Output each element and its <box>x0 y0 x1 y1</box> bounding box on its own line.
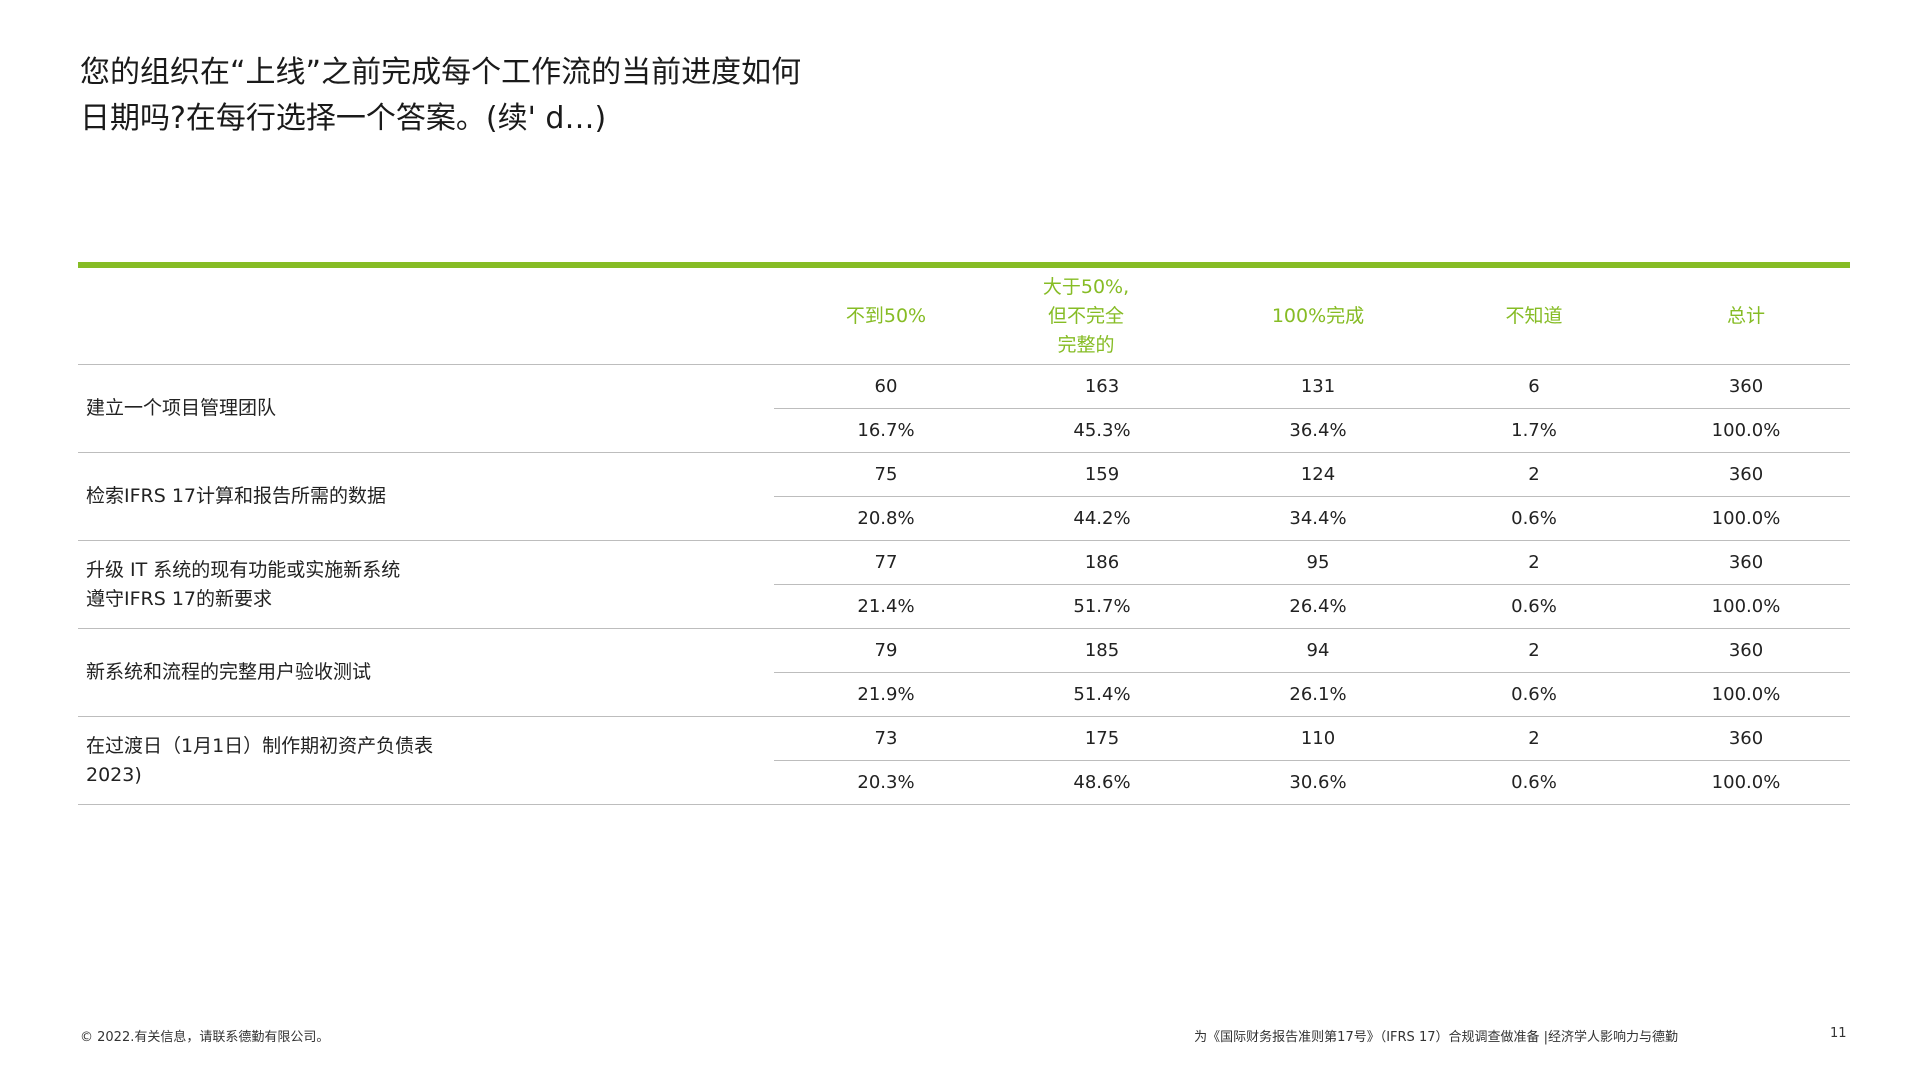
count-cell: 131 <box>1300 376 1336 397</box>
percent-cell: 44.2% <box>1073 508 1131 529</box>
row-divider <box>774 760 1850 761</box>
table-row: 新系统和流程的完整用户验收测试 79 185 94 2 360 21.9% 51… <box>78 629 1850 717</box>
percent-cell: 34.4% <box>1289 508 1347 529</box>
percent-cell: 20.8% <box>857 508 915 529</box>
row-label: 升级 IT 系统的现有功能或实施新系统 遵守IFRS 17的新要求 <box>86 541 766 628</box>
row-label-line: 建立一个项目管理团队 <box>86 397 277 419</box>
count-cell: 360 <box>1728 464 1764 485</box>
table-row: 建立一个项目管理团队 60 163 131 6 360 16.7% 45.3% … <box>78 365 1850 453</box>
count-cell: 2 <box>1528 464 1540 485</box>
percent-cell: 0.6% <box>1511 684 1557 705</box>
percent-cell: 0.6% <box>1511 772 1557 793</box>
header-more-than-50-line-2: 但不完全 <box>1047 304 1124 327</box>
percent-cell: 51.7% <box>1073 596 1131 617</box>
source-credit: 为《国际财务报告准则第17号》（IFRS 17）合规调查做准备 |经济学人影响力… <box>1194 1030 1678 1045</box>
table-header: 不到50% 大于50%, 但不完全 完整的 100%完成 不知道 总计 <box>78 268 1850 365</box>
progress-table: 不到50% 大于50%, 但不完全 完整的 100%完成 不知道 总计 建立一个… <box>78 262 1850 805</box>
row-label-line: 遵守IFRS 17的新要求 <box>86 587 273 610</box>
percent-cell: 0.6% <box>1511 596 1557 617</box>
percent-cell: 100.0% <box>1711 420 1781 441</box>
count-cell: 2 <box>1528 728 1540 749</box>
percent-cell: 1.7% <box>1511 420 1557 441</box>
percent-cell: 20.3% <box>857 772 915 793</box>
page-title: 您的组织在“上线”之前完成每个工作流的当前进度如何 日期吗?在每行选择一个答案。… <box>80 50 980 142</box>
header-dont-know: 不知道 <box>1426 268 1642 364</box>
count-cell: 94 <box>1306 640 1330 661</box>
count-cell: 2 <box>1528 640 1540 661</box>
count-cell: 2 <box>1528 552 1540 573</box>
row-divider <box>774 408 1850 409</box>
row-label-line: 检索IFRS 17计算和报告所需的数据 <box>86 485 387 507</box>
row-label-line: 升级 IT 系统的现有功能或实施新系统 <box>86 558 401 581</box>
count-cell: 6 <box>1528 376 1540 397</box>
row-label: 在过渡日（1月1日）制作期初资产负债表 2023) <box>86 717 766 804</box>
count-cell: 77 <box>874 552 898 573</box>
count-cell: 175 <box>1084 728 1120 749</box>
percent-cell: 21.9% <box>857 684 915 705</box>
count-cell: 110 <box>1300 728 1336 749</box>
percent-cell: 26.1% <box>1289 684 1347 705</box>
row-divider <box>774 496 1850 497</box>
header-less-than-50-label: 不到50% <box>845 304 927 327</box>
count-cell: 159 <box>1084 464 1120 485</box>
percent-cell: 51.4% <box>1073 684 1131 705</box>
percent-cell: 100.0% <box>1711 684 1781 705</box>
table-row: 检索IFRS 17计算和报告所需的数据 75 159 124 2 360 20.… <box>78 453 1850 541</box>
count-cell: 360 <box>1728 728 1764 749</box>
page-number: 11 <box>1830 1026 1847 1041</box>
page-title-line-2: 日期吗?在每行选择一个答案。(续' d…) <box>80 101 607 136</box>
count-cell: 163 <box>1084 376 1120 397</box>
header-complete-label: 100%完成 <box>1271 304 1365 327</box>
row-label: 新系统和流程的完整用户验收测试 <box>86 629 766 716</box>
percent-cell: 16.7% <box>857 420 915 441</box>
percent-cell: 100.0% <box>1711 596 1781 617</box>
count-cell: 360 <box>1728 376 1764 397</box>
percent-cell: 36.4% <box>1289 420 1347 441</box>
table-row: 升级 IT 系统的现有功能或实施新系统 遵守IFRS 17的新要求 77 186… <box>78 541 1850 629</box>
count-cell: 360 <box>1728 640 1764 661</box>
header-total: 总计 <box>1638 268 1854 364</box>
row-divider <box>774 672 1850 673</box>
percent-cell: 100.0% <box>1711 772 1781 793</box>
percent-cell: 21.4% <box>857 596 915 617</box>
count-cell: 79 <box>874 640 898 661</box>
count-cell: 360 <box>1728 552 1764 573</box>
header-more-than-50-line-1: 大于50%, <box>1042 275 1130 298</box>
page-title-line-1: 您的组织在“上线”之前完成每个工作流的当前进度如何 <box>80 55 802 90</box>
count-cell: 75 <box>874 464 898 485</box>
count-cell: 124 <box>1300 464 1336 485</box>
count-cell: 95 <box>1306 552 1330 573</box>
table-top-rule <box>78 262 1850 268</box>
header-dont-know-label: 不知道 <box>1505 304 1563 327</box>
row-label: 建立一个项目管理团队 <box>86 365 766 452</box>
copyright-notice: © 2022.有关信息，请联系德勤有限公司。 <box>80 1030 330 1045</box>
count-cell: 73 <box>874 728 898 749</box>
row-divider <box>774 584 1850 585</box>
row-label-line: 2023) <box>86 763 142 786</box>
row-label: 检索IFRS 17计算和报告所需的数据 <box>86 453 766 540</box>
header-more-than-50: 大于50%, 但不完全 完整的 <box>978 268 1194 364</box>
percent-cell: 26.4% <box>1289 596 1347 617</box>
percent-cell: 30.6% <box>1289 772 1347 793</box>
header-less-than-50: 不到50% <box>778 268 994 364</box>
percent-cell: 0.6% <box>1511 508 1557 529</box>
header-complete: 100%完成 <box>1210 268 1426 364</box>
header-total-label: 总计 <box>1726 304 1765 327</box>
count-cell: 60 <box>874 376 898 397</box>
count-cell: 186 <box>1084 552 1120 573</box>
row-label-line: 新系统和流程的完整用户验收测试 <box>86 661 372 683</box>
header-more-than-50-line-3: 完整的 <box>1057 333 1115 356</box>
percent-cell: 45.3% <box>1073 420 1131 441</box>
table-row: 在过渡日（1月1日）制作期初资产负债表 2023) 73 175 110 2 3… <box>78 717 1850 805</box>
percent-cell: 100.0% <box>1711 508 1781 529</box>
row-label-line: 在过渡日（1月1日）制作期初资产负债表 <box>86 734 434 757</box>
percent-cell: 48.6% <box>1073 772 1131 793</box>
count-cell: 185 <box>1084 640 1120 661</box>
